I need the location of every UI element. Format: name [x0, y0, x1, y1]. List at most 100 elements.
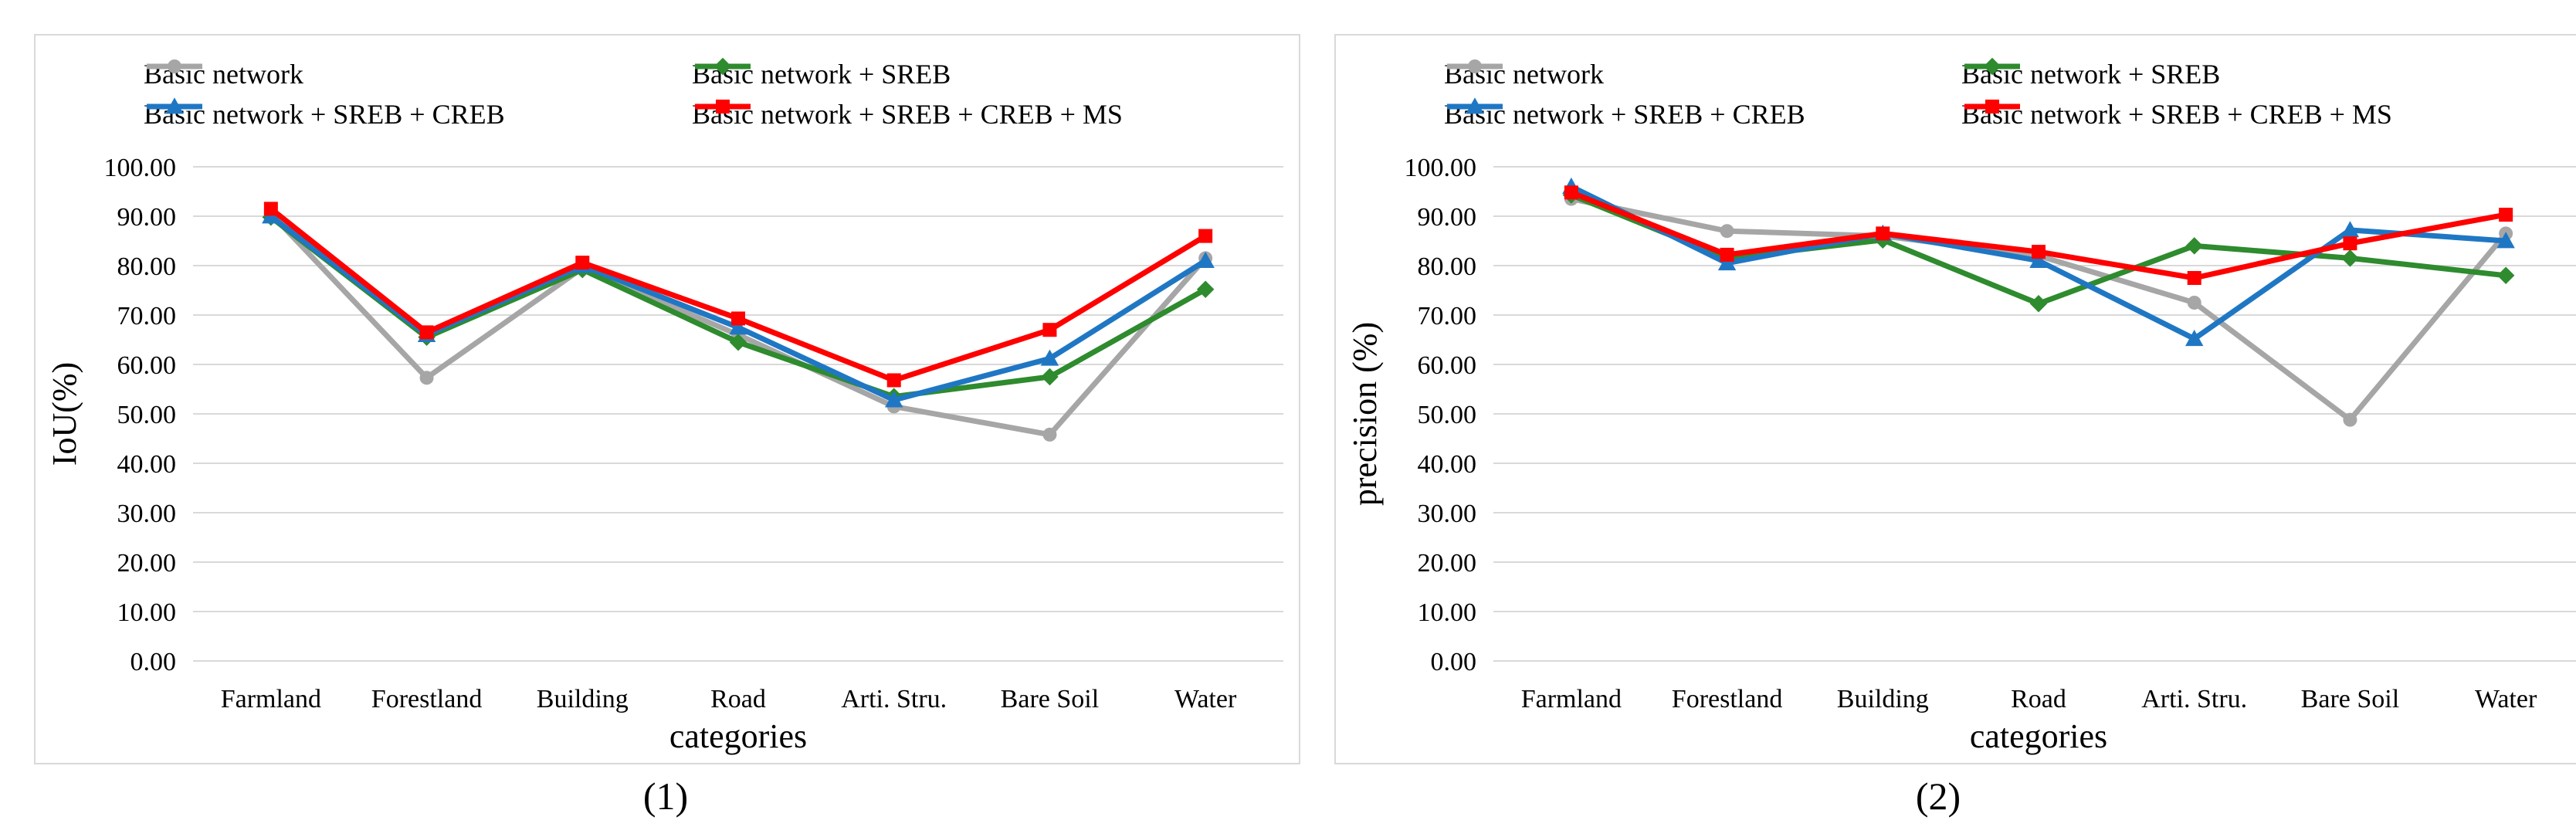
legend-item: Basic network + SREB + CREB [1444, 91, 1805, 137]
y-tick-label: 60.00 [1418, 351, 1477, 380]
y-tick-label: 30.00 [117, 500, 177, 528]
legend-item: Basic network + SREB [1961, 51, 2220, 97]
y-tick-label: 10.00 [1418, 598, 1477, 627]
series-line [269, 206, 1207, 383]
x-tick-label: Building [537, 685, 629, 713]
marker-circle [419, 371, 434, 385]
marker-diamond [1196, 280, 1215, 298]
y-tick-label: 40.00 [117, 450, 177, 479]
marker-square [731, 311, 745, 326]
marker-square [716, 100, 730, 114]
x-tick-label: Arti. Stru. [841, 685, 947, 713]
legend: Basic network Basic network + SREB Basic… [1336, 36, 2576, 136]
legend-swatch [1964, 100, 2020, 114]
marker-diamond [1983, 57, 2001, 76]
y-tick-label: 100.00 [104, 154, 177, 182]
marker-triangle [165, 97, 184, 114]
marker-circle [2187, 296, 2201, 310]
legend-swatch [147, 59, 202, 73]
y-tick-label: 80.00 [117, 252, 177, 281]
legend-label: Basic network + SREB + CREB + MS [1961, 99, 2392, 130]
x-tick-label: Forestland [371, 685, 483, 713]
y-tick-label: 90.00 [117, 203, 177, 232]
legend-item: Basic network + SREB + CREB + MS [692, 91, 1123, 137]
legend-swatch [695, 57, 751, 76]
marker-square [263, 202, 278, 216]
legend-item: Basic network [144, 51, 303, 97]
legend-item: Basic network [1444, 51, 1604, 97]
x-tick-label: Water [1174, 685, 1237, 713]
marker-square [886, 373, 901, 388]
marker-square [2032, 245, 2046, 259]
y-tick-label: 60.00 [117, 351, 177, 380]
chart-panel-iou: Basic network Basic network + SREB Basic… [34, 34, 1300, 764]
legend-swatch [147, 97, 202, 114]
x-tick-label: Farmland [221, 685, 321, 713]
legend-label: Basic network + SREB + CREB [144, 99, 505, 130]
y-tick-label: 70.00 [117, 302, 177, 330]
y-tick-label: 0.00 [130, 648, 177, 676]
y-tick-label: 50.00 [117, 401, 177, 429]
y-axis-title: precision (%) [1346, 322, 1384, 506]
y-tick-label: 70.00 [1418, 302, 1477, 330]
marker-square [1198, 229, 1213, 243]
x-axis-title: categories [669, 717, 807, 755]
legend-label: Basic network + SREB + CREB [1444, 99, 1805, 130]
y-tick-label: 90.00 [1418, 203, 1477, 232]
marker-triangle [2496, 232, 2515, 249]
marker-circle [1042, 427, 1057, 442]
y-tick-label: 0.00 [1431, 648, 1477, 676]
series-line [269, 214, 1208, 403]
legend-item: Basic network + SREB + CREB + MS [1961, 91, 2392, 137]
marker-diamond [2496, 266, 2515, 285]
x-tick-label: Farmland [1521, 685, 1622, 713]
y-tick-label: 50.00 [1418, 401, 1477, 429]
marker-square [419, 325, 434, 340]
marker-triangle [1040, 349, 1059, 366]
y-tick-label: 100.00 [1405, 154, 1477, 182]
marker-triangle [2340, 221, 2360, 238]
marker-square [1876, 226, 1890, 241]
marker-diamond [729, 333, 747, 351]
legend-swatch [1964, 57, 2020, 76]
marker-square [2343, 236, 2357, 251]
chart-panel-precision: Basic network Basic network + SREB Basic… [1334, 34, 2576, 764]
marker-diamond [713, 57, 732, 76]
legend: Basic network Basic network + SREB Basic… [36, 36, 1299, 136]
y-tick-label: 80.00 [1418, 252, 1477, 281]
marker-square [2499, 208, 2513, 222]
marker-triangle [1466, 97, 1484, 114]
marker-diamond [2029, 295, 2048, 313]
x-axis-title: categories [1970, 717, 2107, 755]
y-tick-label: 40.00 [1418, 450, 1477, 479]
legend-swatch [1447, 97, 1503, 114]
x-tick-label: Bare Soil [2301, 685, 2399, 713]
marker-diamond [2185, 237, 2203, 255]
marker-square [1042, 323, 1057, 337]
marker-square [1985, 100, 1999, 114]
legend-item: Basic network + SREB [692, 51, 951, 97]
marker-circle [1468, 59, 1482, 73]
figure-caption: (2) [1915, 774, 1961, 818]
marker-circle [2343, 412, 2357, 427]
x-tick-label: Water [2475, 685, 2537, 713]
x-tick-label: Road [2011, 685, 2066, 713]
x-tick-label: Building [1837, 685, 1929, 713]
marker-triangle [885, 391, 903, 408]
marker-triangle [1196, 251, 1215, 268]
y-tick-label: 20.00 [117, 549, 177, 578]
marker-triangle [729, 318, 747, 335]
marker-circle [1720, 224, 1734, 239]
marker-triangle [2029, 251, 2048, 268]
marker-square [575, 256, 590, 270]
legend-item: Basic network + SREB + CREB [144, 91, 505, 137]
marker-circle [168, 59, 181, 73]
series-line [269, 215, 1207, 400]
y-tick-label: 20.00 [1418, 549, 1477, 578]
x-tick-label: Forestland [1672, 685, 1783, 713]
y-axis-title: IoU(%) [46, 362, 83, 466]
legend-swatch [1447, 59, 1503, 73]
figure-caption: (1) [642, 774, 689, 818]
legend-label: Basic network + SREB + CREB + MS [692, 99, 1123, 130]
marker-triangle [1717, 254, 1737, 271]
